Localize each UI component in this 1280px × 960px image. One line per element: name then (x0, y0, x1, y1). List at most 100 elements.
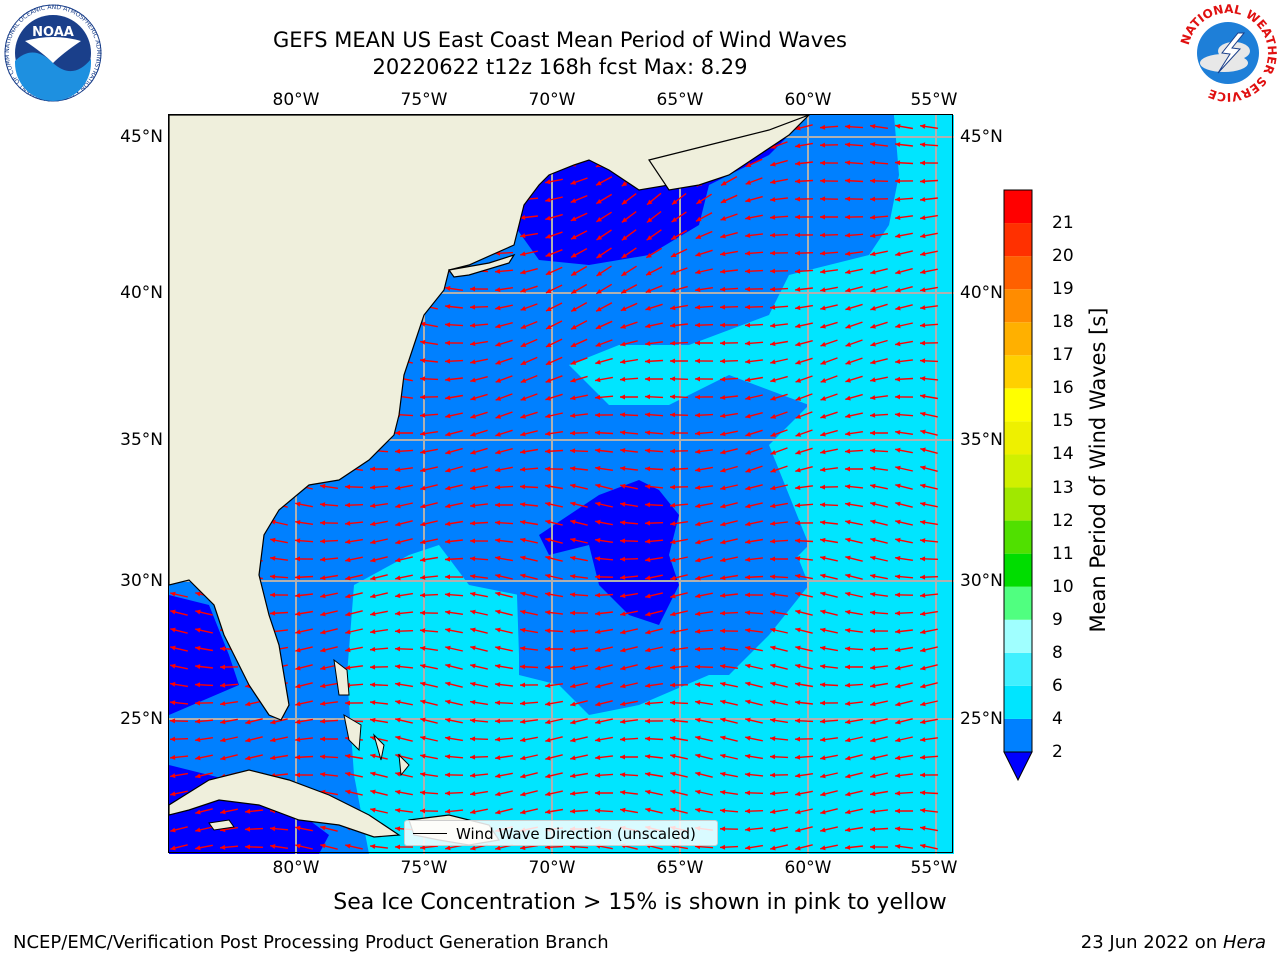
wind-arrow-head (895, 574, 901, 580)
wind-arrow-head (670, 771, 676, 777)
wind-arrow-head (470, 286, 475, 292)
wind-arrow-head (645, 789, 651, 795)
wind-arrow-head (470, 809, 476, 815)
wind-arrow-head (645, 376, 650, 382)
wind-arrow-head (295, 520, 301, 525)
wind-arrow-head (370, 771, 376, 777)
wind-arrow-head (395, 808, 401, 813)
wind-arrow-head (245, 826, 251, 832)
wind-arrow-head (720, 376, 726, 382)
wind-arrow-head (795, 809, 801, 815)
wind-arrow-head (645, 629, 651, 635)
wind-arrow-head (195, 627, 201, 633)
wind-arrow-head (845, 251, 851, 256)
wind-arrow-head (520, 233, 526, 239)
wind-arrow-head (745, 485, 751, 491)
legend-line-swatch (413, 833, 447, 834)
wind-arrow-head (495, 627, 501, 633)
wind-arrow-head (545, 378, 552, 383)
wind-arrow-head (745, 735, 751, 741)
wind-arrow-head (895, 755, 901, 761)
wind-arrow-head (795, 520, 800, 526)
wind-arrow-head (670, 376, 676, 382)
wind-arrow-head (170, 827, 176, 833)
wind-arrow-head (620, 593, 626, 599)
wind-arrow-head (520, 466, 526, 472)
wind-arrow-head (395, 610, 401, 616)
wind-arrow-head (345, 539, 351, 545)
wind-arrow-head (920, 197, 926, 202)
wind-arrow-head (595, 665, 601, 671)
wind-arrow-head (295, 754, 301, 760)
wind-arrow-head (295, 629, 301, 635)
wind-arrow-head (920, 287, 926, 293)
wind-arrow-head (646, 270, 652, 276)
wind-arrow-head (345, 593, 351, 599)
wind-arrow-head (170, 700, 176, 706)
wind-arrow-head (370, 844, 376, 849)
wind-arrow-head (520, 413, 526, 419)
wind-arrow-head (870, 719, 876, 725)
wind-arrow-head (820, 196, 826, 202)
wind-arrow-head (520, 627, 526, 633)
wind-arrow-head (745, 467, 751, 473)
wind-arrow-head (820, 160, 825, 166)
wind-arrow-head (770, 232, 776, 238)
wind-arrow-head (571, 324, 577, 330)
colorbar-tick-label: 4 (1052, 708, 1063, 729)
wind-arrow-head (920, 215, 926, 221)
lat-tick-left: 25°N (120, 709, 163, 729)
wind-arrow-head (770, 197, 776, 202)
wind-arrow-head (520, 342, 527, 347)
wind-arrow-head (520, 378, 527, 383)
wind-arrow-head (520, 215, 526, 220)
wind-arrow-head (595, 574, 600, 580)
wind-arrow-head (795, 341, 801, 347)
wind-arrow-head (270, 826, 276, 832)
wind-arrow-head (795, 556, 801, 561)
wind-arrow-head (745, 233, 751, 238)
wind-arrow-head (395, 735, 401, 741)
wind-arrow-head (420, 610, 426, 616)
wind-arrow-head (745, 681, 751, 687)
wind-arrow-head (695, 412, 701, 418)
wind-arrow-head (720, 431, 726, 437)
lon-tick-top: 75°W (400, 90, 448, 110)
wind-arrow-head (445, 358, 451, 364)
lat-tick-left: 30°N (120, 571, 163, 591)
wind-arrow-head (520, 719, 526, 724)
wind-arrow-head (570, 448, 576, 454)
wind-arrow-head (745, 790, 751, 796)
wind-arrow-head (520, 573, 526, 579)
wind-arrow-head (795, 378, 802, 383)
wind-arrow-head (920, 808, 926, 813)
wind-arrow-head (695, 557, 701, 563)
lon-tick-bottom: 75°W (400, 858, 448, 878)
wind-arrow-head (320, 772, 326, 777)
wind-arrow-head (920, 142, 926, 148)
wind-arrow-head (545, 466, 551, 472)
wind-arrow-head (670, 521, 676, 526)
lon-tick-top: 55°W (910, 90, 958, 110)
wind-arrow-head (520, 396, 527, 401)
wind-arrow-head (595, 359, 601, 365)
lat-tick-left: 45°N (120, 127, 163, 147)
wind-arrow-head (770, 521, 776, 526)
wind-arrow-head (671, 217, 678, 223)
wind-arrow-head (420, 699, 426, 705)
wind-arrow-head (470, 591, 476, 597)
wind-arrow-head (670, 718, 676, 724)
colorbar-tick-label: 21 (1052, 213, 1074, 234)
wind-arrow-head (470, 627, 476, 633)
wind-arrow-head (845, 484, 851, 490)
wind-arrow-head (595, 448, 601, 454)
wind-arrow-head (395, 593, 401, 599)
wind-arrow-head (670, 340, 676, 346)
wind-arrow-head (545, 537, 551, 543)
wind-arrow-head (420, 808, 425, 814)
wind-arrow-head (621, 217, 628, 223)
wind-arrow-head (670, 575, 676, 581)
chart-title: GEFS MEAN US East Coast Mean Period of W… (273, 28, 847, 52)
wind-arrow-head (920, 556, 926, 562)
wind-arrow-head (370, 503, 376, 509)
